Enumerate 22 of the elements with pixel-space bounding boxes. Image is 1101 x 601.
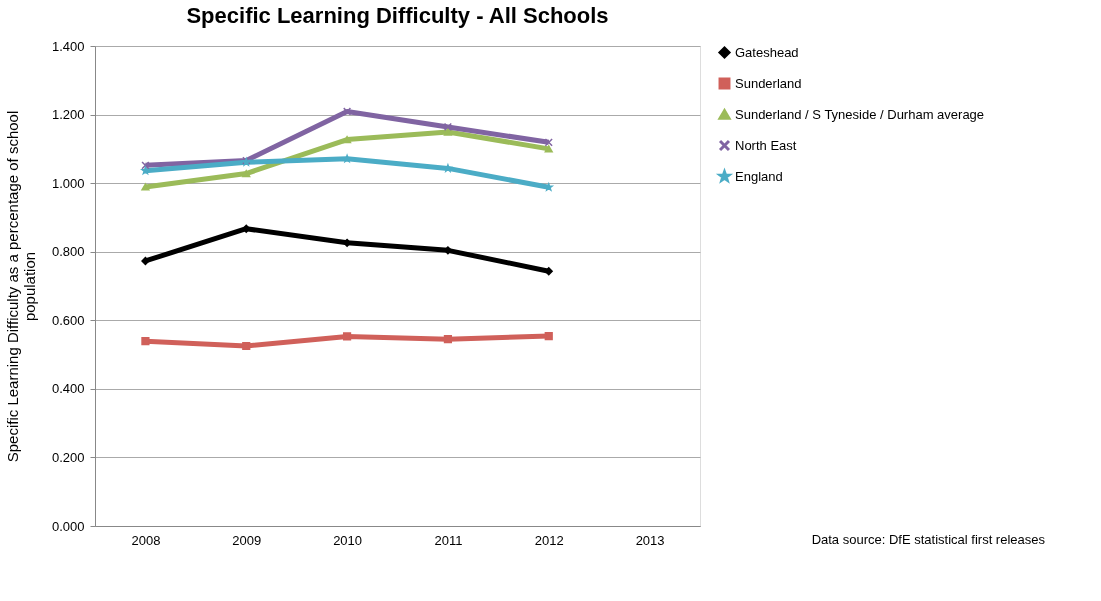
y-tick-label: 0.200 [51,449,85,465]
x-tick-label: 2010 [333,532,363,548]
y-tick-label: 1.400 [51,38,85,54]
x-tick-label: 2011 [434,532,463,548]
y-tick-label: 1.200 [51,107,85,123]
source-note: Data source: DfE statistical first releases [811,532,1046,547]
x-tick-label: 2012 [534,532,564,548]
chart-title: Specific Learning Difficulty - All Schools [186,3,609,28]
y-tick-label: 1.000 [51,175,85,191]
x-tick-label: 2009 [232,532,262,548]
legend-label: Sunderland [735,75,802,91]
x-tick-label: 2013 [635,532,665,548]
legend-label: England [735,168,783,184]
y-tick-label: 0.800 [51,244,85,260]
legend-label: North East [735,137,797,153]
y-tick-label: 0.400 [51,381,85,397]
y-axis-title: Specific Learning Difficulty as a percentage of school population [3,110,38,463]
y-tick-label: 0.600 [51,312,85,328]
legend-label: Gateshead [735,44,799,60]
y-tick-label: 0.000 [51,518,85,534]
legend-label: Sunderland / S Tyneside / Durham average [735,106,985,122]
x-tick-label: 2008 [131,532,161,548]
